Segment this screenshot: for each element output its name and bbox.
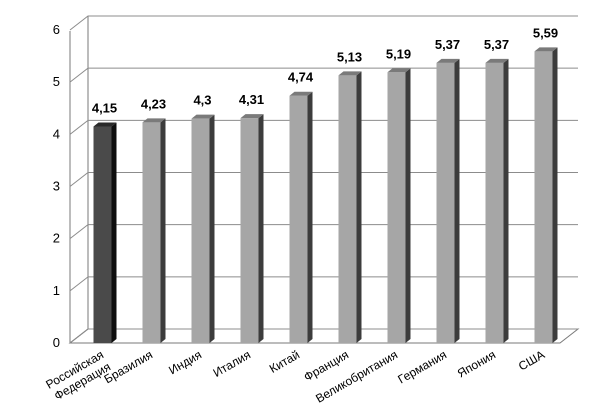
bar-top [93,122,117,127]
x-tick-label-line: Индия [166,347,204,377]
data-label: 5,19 [386,46,411,61]
bar [534,51,553,343]
bar [485,62,504,344]
gridlines [69,15,578,344]
gridline [69,224,578,240]
bar-top [436,58,460,63]
bar-top [534,47,558,52]
bar-side [405,68,411,343]
x-tick-label-line: Великобритания [313,347,400,405]
bar-side [307,91,313,343]
data-label: 4,23 [141,96,166,111]
data-label: 4,3 [193,93,211,108]
y-tick-label: 3 [53,179,60,194]
x-tick-label: Германия [395,347,449,386]
bar [387,72,406,343]
bar-side [160,118,166,344]
data-label: 4,31 [239,92,264,107]
bar [240,118,259,343]
y-tick-label: 0 [53,335,60,350]
bar [93,126,112,343]
y-tick-label: 5 [53,74,60,89]
bar-side [111,122,117,343]
x-tick-label: Япония [455,347,498,380]
data-label: 5,13 [337,49,362,64]
data-label: 4,74 [288,70,314,85]
bar [289,95,308,343]
x-tick-label-line: США [516,347,547,373]
bar-top [240,114,264,119]
bar-top [387,68,411,73]
y-tick-label: 2 [53,231,60,246]
bar-top [191,114,215,119]
gridline [69,15,578,31]
x-tick-label: Италия [211,347,253,380]
bar-side [552,47,558,343]
data-label: 5,37 [435,37,460,52]
data-label: 4,15 [92,101,117,116]
bars [93,47,558,344]
bar-top [338,71,362,76]
bar-top [289,91,313,96]
y-tick-label: 6 [53,22,60,37]
x-tick-label-line: Япония [455,347,498,380]
y-tick-label: 4 [53,126,60,141]
value-labels: 4,15 4,23 4,3 4,31 4,74 5,13 5,19 5,37 5,37 5,59 [92,25,558,115]
x-tick-label-line: Италия [211,347,253,380]
x-tick-label-line: Китай [267,347,302,375]
bar-side [454,58,460,344]
y-tick-label: 1 [53,283,60,298]
bar-side [258,114,264,343]
bar-top [485,58,509,63]
y-axis-ticks: 0 1 2 3 4 5 6 [53,22,60,350]
bar [142,122,161,344]
x-tick-label: Индия [166,347,204,377]
gridline [69,172,578,187]
x-tick-label: США [516,347,547,373]
bar-side [503,58,509,344]
gridline [69,119,578,135]
data-label: 5,59 [533,25,558,40]
bar-side [209,114,215,343]
x-tick-label: Китай [267,347,302,375]
bar-top [142,118,166,123]
bar [436,62,455,344]
bar [338,75,357,343]
data-label: 5,37 [484,37,509,52]
gridline [69,276,578,292]
bar-side [356,71,362,343]
x-tick-label-line: Германия [395,347,449,386]
gridline [69,328,578,344]
gridline [69,67,578,83]
x-tick-label: Великобритания [313,347,400,405]
bar [191,118,210,343]
